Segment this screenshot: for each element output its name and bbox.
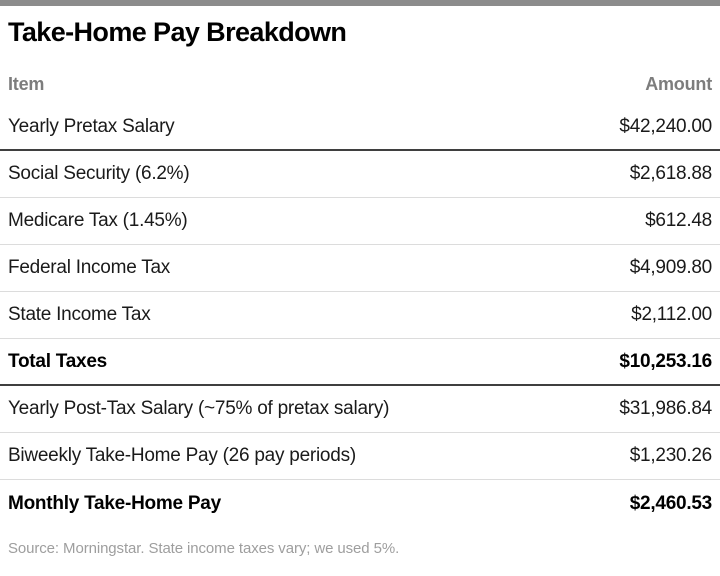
row-amount: $2,112.00 bbox=[631, 304, 712, 325]
top-accent-bar bbox=[0, 0, 720, 6]
table-row-monthly-take-home-pay: Monthly Take-Home Pay $2,460.53 bbox=[0, 480, 720, 527]
row-label: Federal Income Tax bbox=[8, 257, 171, 278]
row-amount: $2,618.88 bbox=[629, 163, 713, 184]
table-row: Yearly Pretax Salary $42,240.00 bbox=[0, 104, 720, 151]
row-amount: $10,253.16 bbox=[619, 350, 712, 372]
breakdown-table: Yearly Pretax Salary $42,240.00 Social S… bbox=[0, 104, 720, 527]
row-label: Total Taxes bbox=[8, 350, 107, 372]
row-amount: $42,240.00 bbox=[619, 115, 712, 137]
table-row: Federal Income Tax $4,909.80 bbox=[0, 245, 720, 292]
table-row: Yearly Post-Tax Salary (~75% of pretax s… bbox=[0, 386, 720, 433]
row-amount: $31,986.84 bbox=[619, 398, 712, 419]
table-column-header: Item Amount bbox=[0, 74, 720, 95]
row-amount: $4,909.80 bbox=[629, 257, 713, 278]
row-amount: $1,230.26 bbox=[629, 445, 713, 466]
row-label: Monthly Take-Home Pay bbox=[8, 492, 221, 514]
table-row: Medicare Tax (1.45%) $612.48 bbox=[0, 198, 720, 245]
row-label: State Income Tax bbox=[8, 304, 151, 325]
source-note: Source: Morningstar. State income taxes … bbox=[8, 540, 400, 557]
row-amount: $2,460.53 bbox=[629, 492, 713, 514]
table-row: Social Security (6.2%) $2,618.88 bbox=[0, 151, 720, 198]
row-label: Social Security (6.2%) bbox=[8, 163, 190, 184]
column-header-amount: Amount bbox=[645, 74, 712, 94]
page-title: Take-Home Pay Breakdown bbox=[8, 17, 347, 47]
row-label: Biweekly Take-Home Pay (26 pay periods) bbox=[8, 445, 356, 466]
row-label: Medicare Tax (1.45%) bbox=[8, 210, 188, 231]
row-amount: $612.48 bbox=[645, 210, 712, 231]
table-row: State Income Tax $2,112.00 bbox=[0, 292, 720, 339]
row-label: Yearly Pretax Salary bbox=[8, 115, 175, 137]
row-label: Yearly Post-Tax Salary (~75% of pretax s… bbox=[8, 398, 390, 419]
table-row-total-taxes: Total Taxes $10,253.16 bbox=[0, 339, 720, 386]
column-header-item: Item bbox=[8, 74, 45, 94]
table-row: Biweekly Take-Home Pay (26 pay periods) … bbox=[0, 433, 720, 480]
